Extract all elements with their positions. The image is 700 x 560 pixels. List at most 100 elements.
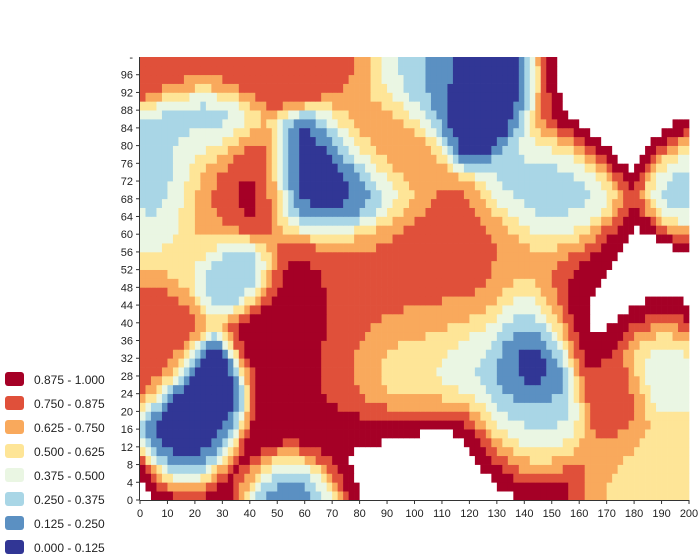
heatmap-cell	[321, 455, 328, 465]
heatmap-cell	[441, 198, 448, 208]
heatmap-cell	[315, 411, 322, 421]
heatmap-cell	[260, 278, 267, 288]
heatmap-cell	[205, 127, 212, 138]
heatmap-cell	[354, 234, 360, 244]
heatmap-cell	[678, 491, 684, 501]
heatmap-cell	[557, 92, 564, 102]
heatmap-cell	[430, 375, 437, 386]
heatmap-cell	[469, 154, 476, 164]
heatmap-cell	[150, 420, 157, 430]
heatmap-cell	[458, 225, 465, 235]
heatmap-cell	[222, 429, 229, 439]
heatmap-cell	[260, 491, 267, 501]
heatmap-cell	[480, 216, 487, 226]
heatmap-cell	[288, 429, 295, 439]
heatmap-cell	[354, 127, 360, 138]
heatmap-cell	[277, 491, 284, 501]
heatmap-cell	[211, 278, 218, 288]
heatmap-cell	[403, 251, 410, 262]
heatmap-cell	[623, 455, 629, 465]
heatmap-cell	[211, 225, 218, 235]
heatmap-cell	[441, 305, 448, 315]
heatmap-cell	[612, 198, 618, 208]
heatmap-cell	[321, 269, 328, 279]
heatmap-cell	[233, 491, 240, 501]
heatmap-cell	[194, 216, 201, 226]
heatmap-cell	[398, 384, 404, 395]
heatmap-cell	[650, 473, 657, 483]
heatmap-cell	[469, 322, 476, 333]
heatmap-cell	[474, 305, 481, 315]
heatmap-cell	[249, 446, 256, 457]
heatmap-cell	[634, 136, 640, 146]
heatmap-cell	[156, 207, 163, 217]
heatmap-cell	[354, 305, 360, 315]
heatmap-cell	[480, 473, 487, 483]
heatmap-cell	[359, 154, 366, 164]
heatmap-cell	[271, 331, 278, 341]
heatmap-cell	[678, 189, 684, 200]
heatmap-cell	[551, 313, 558, 324]
heatmap-cell	[502, 181, 509, 191]
heatmap-cell	[194, 384, 201, 395]
heatmap-cell	[639, 57, 646, 67]
heatmap-cell	[277, 437, 284, 448]
heatmap-cell	[667, 198, 673, 208]
heatmap-cell	[233, 375, 240, 386]
heatmap-cell	[332, 384, 338, 395]
heatmap-cell	[672, 455, 679, 465]
heatmap-cell	[430, 74, 437, 84]
heatmap-cell	[227, 322, 234, 333]
heatmap-cell	[266, 411, 273, 421]
heatmap-cell	[189, 83, 196, 93]
heatmap-cell	[436, 101, 443, 111]
heatmap-cell	[480, 269, 487, 279]
heatmap-cell	[326, 145, 333, 155]
heatmap-cell	[656, 437, 662, 448]
heatmap-cell	[255, 234, 262, 244]
heatmap-cell	[365, 172, 371, 182]
heatmap-cell	[222, 313, 229, 324]
heatmap-cell	[398, 216, 404, 226]
heatmap-cell	[343, 74, 349, 84]
heatmap-cell	[518, 119, 525, 129]
heatmap-cell	[529, 83, 536, 93]
heatmap-cell	[419, 145, 426, 155]
heatmap-cell	[150, 349, 157, 359]
heatmap-cell	[650, 305, 657, 315]
heatmap-cell	[513, 163, 520, 173]
heatmap-cell	[595, 322, 602, 333]
heatmap-cell	[244, 154, 251, 164]
heatmap-cell	[150, 402, 157, 412]
heatmap-cell	[430, 119, 437, 129]
heatmap-cell	[601, 411, 607, 421]
heatmap-cell	[584, 473, 591, 483]
heatmap-cell	[612, 119, 618, 129]
heatmap-cell	[634, 349, 640, 359]
heatmap-cell	[502, 349, 509, 359]
heatmap-cell	[178, 420, 185, 430]
heatmap-cell	[403, 455, 410, 465]
heatmap-cell	[419, 437, 426, 448]
heatmap-cell	[546, 367, 553, 377]
heatmap-cell	[496, 349, 503, 359]
heatmap-cell	[590, 163, 597, 173]
heatmap-cell	[315, 296, 322, 306]
heatmap-cell	[414, 216, 421, 226]
heatmap-cell	[650, 216, 657, 226]
heatmap-cell	[518, 278, 525, 288]
heatmap-cell	[667, 216, 673, 226]
heatmap-cell	[425, 340, 432, 350]
heatmap-cell	[672, 322, 679, 333]
heatmap-cell	[189, 251, 196, 262]
heatmap-cell	[463, 305, 470, 315]
heatmap-cell	[222, 172, 229, 182]
heatmap-cell	[650, 340, 657, 350]
heatmap-cell	[315, 313, 322, 324]
heatmap-cell	[282, 225, 289, 235]
heatmap-cell	[145, 429, 152, 439]
heatmap-cell	[370, 278, 377, 288]
heatmap-cell	[271, 251, 278, 262]
heatmap-cell	[288, 393, 295, 403]
heatmap-cell	[601, 57, 607, 67]
